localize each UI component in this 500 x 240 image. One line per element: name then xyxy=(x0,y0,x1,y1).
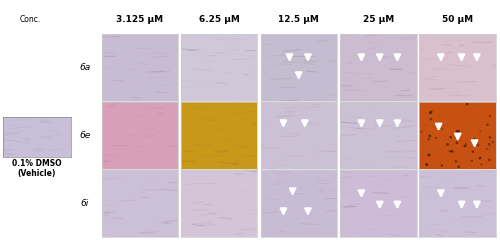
Text: Conc.: Conc. xyxy=(20,15,41,24)
Circle shape xyxy=(450,137,452,138)
Circle shape xyxy=(480,157,481,158)
Text: 6i: 6i xyxy=(81,199,89,208)
Circle shape xyxy=(430,112,432,114)
Circle shape xyxy=(447,144,448,145)
Circle shape xyxy=(492,142,494,143)
Circle shape xyxy=(456,131,458,132)
Text: 0.1% DMSO
(Vehicle): 0.1% DMSO (Vehicle) xyxy=(12,159,62,178)
Circle shape xyxy=(431,111,432,112)
Circle shape xyxy=(489,137,490,138)
Circle shape xyxy=(478,158,480,159)
Circle shape xyxy=(456,142,458,144)
Circle shape xyxy=(428,139,429,140)
Circle shape xyxy=(429,135,430,137)
Circle shape xyxy=(441,165,442,166)
Text: 25 μM: 25 μM xyxy=(362,15,394,24)
Text: 6.25 μM: 6.25 μM xyxy=(199,15,239,24)
Circle shape xyxy=(426,164,428,165)
Text: 6a: 6a xyxy=(80,63,90,72)
Circle shape xyxy=(458,131,460,132)
Circle shape xyxy=(472,151,474,152)
Circle shape xyxy=(488,159,490,161)
Text: 3.125 μM: 3.125 μM xyxy=(116,15,164,24)
Circle shape xyxy=(451,150,452,152)
Circle shape xyxy=(455,161,456,162)
Text: 6e: 6e xyxy=(80,131,90,140)
Circle shape xyxy=(464,145,466,147)
Circle shape xyxy=(481,164,482,165)
Circle shape xyxy=(487,124,488,125)
Circle shape xyxy=(474,138,476,140)
Circle shape xyxy=(430,119,432,120)
Text: 12.5 μM: 12.5 μM xyxy=(278,15,319,24)
Circle shape xyxy=(421,131,422,132)
Circle shape xyxy=(478,144,479,146)
Text: 50 μM: 50 μM xyxy=(442,15,474,24)
Circle shape xyxy=(466,103,468,105)
Circle shape xyxy=(458,166,460,168)
Circle shape xyxy=(428,154,430,156)
